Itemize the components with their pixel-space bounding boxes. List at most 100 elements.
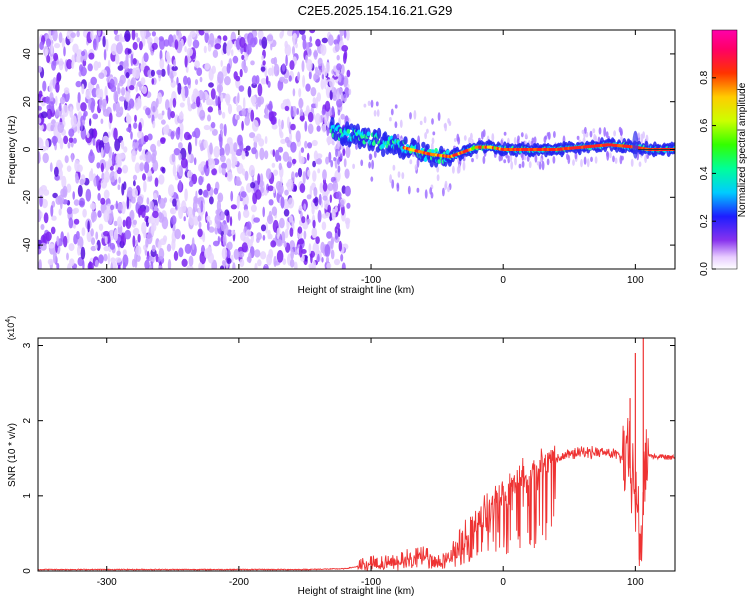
noise-blob	[199, 142, 204, 152]
noise-blob	[229, 216, 233, 227]
noise-blob	[56, 73, 60, 85]
noise-blob	[324, 100, 331, 112]
noise-blob	[293, 185, 297, 192]
noise-blob	[192, 131, 196, 138]
noise-blob	[298, 97, 304, 109]
noise-blob	[116, 202, 123, 211]
noise-blob	[147, 217, 152, 224]
signal-scatter	[368, 161, 371, 169]
noise-blob	[281, 30, 285, 37]
noise-blob	[131, 187, 138, 199]
signal-scatter	[552, 156, 556, 164]
signal-scatter	[453, 138, 457, 142]
noise-blob	[90, 168, 94, 178]
signal-scatter	[644, 154, 647, 164]
noise-blob	[187, 142, 192, 155]
noise-blob	[257, 83, 263, 97]
noise-blob	[102, 135, 109, 144]
noise-blob	[222, 233, 227, 247]
noise-blob	[150, 69, 155, 77]
signal-scatter	[373, 110, 377, 117]
noise-blob	[221, 222, 225, 232]
noise-blob	[273, 255, 277, 268]
noise-blob	[343, 30, 347, 39]
signal-scatter	[645, 134, 649, 143]
noise-blob	[236, 114, 240, 121]
noise-blob	[42, 80, 47, 92]
noise-blob	[278, 146, 284, 153]
signal-scatter	[414, 164, 418, 171]
signal-scatter	[503, 159, 507, 164]
noise-blob	[61, 175, 67, 189]
noise-blob	[159, 58, 165, 70]
noise-blob	[338, 240, 342, 252]
top-x-tick-label: -100	[361, 275, 381, 286]
noise-blob	[188, 213, 195, 226]
noise-blob	[183, 216, 186, 222]
noise-blob	[279, 131, 284, 139]
signal-scatter	[518, 163, 522, 169]
noise-blob	[39, 41, 44, 50]
noise-blob	[137, 195, 144, 205]
noise-blob	[326, 126, 330, 137]
top-x-tick-label: 0	[500, 275, 506, 286]
noise-blob	[241, 168, 246, 176]
noise-blob	[321, 37, 328, 44]
noise-blob	[116, 216, 123, 228]
noise-blob	[93, 60, 99, 71]
noise-blob	[316, 125, 321, 132]
noise-blob	[202, 92, 206, 104]
noise-blob	[110, 43, 118, 56]
signal-scatter	[331, 107, 335, 116]
noise-blob	[320, 241, 325, 254]
noise-blob	[257, 173, 261, 186]
signal-scatter	[436, 166, 440, 173]
noise-blob	[40, 224, 45, 230]
noise-blob	[304, 120, 308, 132]
noise-blob	[208, 82, 214, 88]
noise-blob	[263, 189, 268, 196]
noise-blob	[68, 137, 74, 144]
signal-scatter	[592, 128, 596, 134]
noise-blob	[42, 45, 49, 57]
noise-blob	[250, 204, 257, 213]
noise-blob	[99, 96, 103, 110]
noise-blob	[241, 54, 245, 61]
noise-blob	[103, 245, 110, 252]
signal-scatter	[432, 131, 436, 136]
noise-blob	[329, 89, 333, 101]
noise-blob	[220, 60, 223, 67]
noise-blob	[169, 98, 173, 110]
signal-scatter	[463, 135, 467, 141]
noise-blob	[277, 79, 284, 91]
noise-blob	[137, 207, 143, 216]
noise-blob	[289, 60, 295, 71]
noise-blob	[72, 43, 79, 54]
noise-blob	[55, 109, 58, 118]
noise-blob	[268, 100, 273, 113]
noise-blob	[301, 34, 306, 41]
snr-panel: -300 -200 -100 0 100 0 1 2 3 Height of straight…	[5, 316, 676, 597]
noise-blob	[330, 249, 335, 260]
noise-blob	[152, 210, 159, 219]
noise-blob	[253, 217, 260, 223]
noise-blob	[62, 235, 68, 248]
noise-blob	[165, 51, 170, 61]
noise-blob	[245, 229, 252, 237]
noise-blob	[72, 137, 77, 144]
noise-blob	[290, 123, 296, 131]
signal-scatter	[340, 92, 344, 102]
noise-blob	[89, 118, 92, 127]
noise-blob	[38, 248, 42, 255]
noise-blob	[90, 210, 97, 222]
noise-blob	[289, 227, 294, 237]
noise-blob	[57, 121, 64, 134]
noise-blob	[121, 87, 126, 96]
signal-scatter	[444, 122, 447, 132]
noise-blob	[109, 112, 113, 124]
noise-blob	[198, 221, 202, 229]
noise-blob	[52, 30, 58, 42]
noise-blob	[257, 97, 262, 108]
noise-blob	[143, 230, 147, 239]
noise-blob	[132, 174, 138, 181]
